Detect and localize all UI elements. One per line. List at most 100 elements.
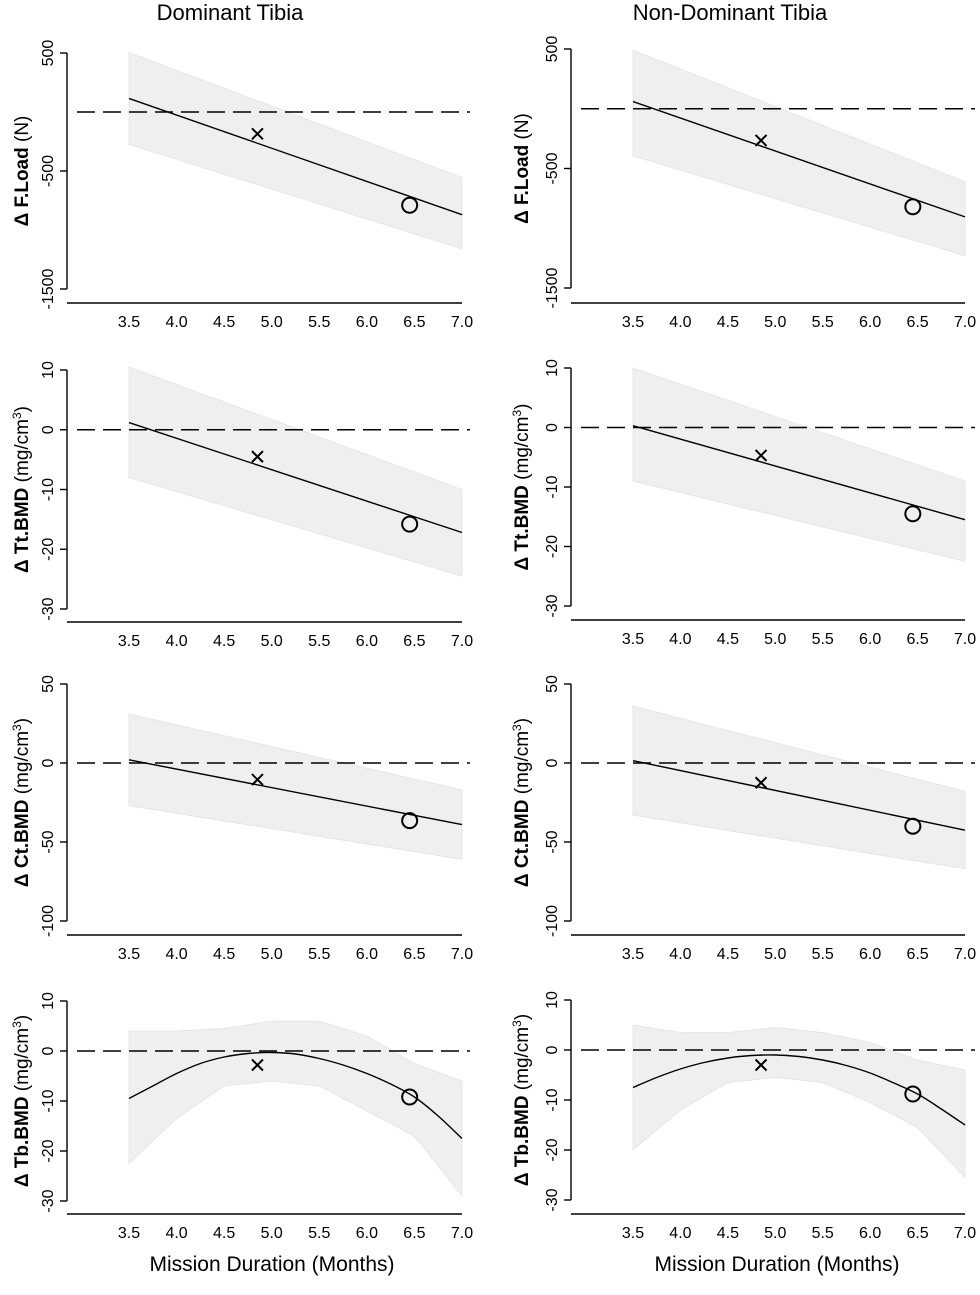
data-point-x (754, 134, 768, 147)
x-tick-label: 3.5 (118, 946, 140, 963)
y-axis-title-unit: (mg/cm (12, 731, 33, 800)
y-axis-title-close: ) (512, 718, 533, 724)
y-tick-label: -10 (40, 478, 57, 501)
confidence-band (632, 49, 966, 257)
data-point-circle (904, 505, 922, 523)
y-tick-label: -20 (40, 1139, 57, 1162)
y-axis-title-close: ) (512, 1014, 533, 1020)
x-tick-label: 3.5 (622, 314, 644, 331)
x-tick-label: 7.0 (954, 314, 976, 331)
x-tick-label: 4.5 (717, 946, 739, 963)
x-tick-label: 5.0 (764, 946, 786, 963)
x-tick-label: 7.0 (954, 631, 976, 648)
x-tick-label: 6.0 (859, 1225, 881, 1242)
panel-tt-bmd-non-dominant: 10 0 -10 -20 -30 3.5 4.0 4.5 5.0 5.5 6.0 6.5 7.0 Δ Tt… (510, 359, 976, 648)
y-axis-title-metric: Δ Tt.BMD (512, 485, 533, 570)
panel-f-load-non-dominant: 500 -500 -1500 3.5 4.0 4.5 5.0 5.5 6.0 6.5 7.0 Δ F.… (512, 36, 976, 331)
y-tick-label: 50 (544, 675, 561, 693)
panel-f-load-dominant: 500 -500 -1500 3.5 4.0 4.5 5.0 5.5 6.0 6.5 7.0 Δ F.… (12, 40, 473, 331)
y-tick-label: 10 (544, 991, 561, 1009)
x-tick-label: 4.0 (165, 633, 187, 650)
y-axis-title-unit: (mg/cm (12, 419, 33, 488)
data-point-x (754, 1058, 768, 1072)
panel-ct-bmd-non-dominant: 50 0 -50 -100 3.5 4.0 4.5 5.0 5.5 6.0 6.5 7.0 Δ Ct.B… (510, 675, 976, 963)
x-tick-label: 5.0 (261, 633, 283, 650)
y-axis-title-metric: Δ Ct.BMD (512, 800, 533, 888)
x-tick-label: 7.0 (954, 1225, 976, 1242)
y-tick-label: 0 (40, 425, 57, 434)
regression-line (632, 100, 966, 218)
panel-ct-bmd-dominant: 50 0 -50 -100 3.5 4.0 4.5 5.0 5.5 6.0 6.5 7.0 Δ Ct.B… (10, 675, 473, 963)
x-tick-label: 4.5 (213, 314, 235, 331)
x-tick-label: 7.0 (451, 946, 473, 963)
y-axis-title-close: ) (12, 718, 33, 724)
data-point-circle (904, 1085, 922, 1103)
confidence-band (632, 367, 966, 562)
x-tick-label: 5.5 (308, 1225, 330, 1242)
panel-tb-bmd-dominant: 10 0 -10 -20 -30 3.5 4.0 4.5 5.0 5.5 6.0 6.5 7.0 Δ Tb… (10, 992, 473, 1242)
x-tick-label: 5.0 (764, 1225, 786, 1242)
x-tick-label: 6.0 (859, 946, 881, 963)
x-tick-label: 3.5 (118, 633, 140, 650)
x-tick-label: 4.5 (717, 1225, 739, 1242)
y-axis-title-close: ) (512, 403, 533, 409)
y-axis-title-superscript: 3 (510, 409, 524, 416)
regression-line (128, 97, 463, 216)
data-point-circle (401, 515, 419, 533)
y-axis-title-metric: Δ Tb.BMD (12, 1096, 33, 1187)
y-tick-label: -10 (40, 1089, 57, 1112)
x-tick-label: 6.0 (356, 946, 378, 963)
y-tick-label: 10 (40, 361, 57, 379)
x-tick-label: 4.0 (669, 631, 691, 648)
data-point-circle (401, 1088, 419, 1106)
x-tick-label: 4.0 (165, 1225, 187, 1242)
x-tick-label: 6.5 (906, 946, 928, 963)
y-tick-label: 10 (40, 992, 57, 1010)
y-axis-title-unit: (N) (512, 113, 533, 145)
x-tick-label: 5.5 (812, 314, 834, 331)
y-tick-label: -10 (544, 1088, 561, 1111)
x-tick-label: 3.5 (118, 1225, 140, 1242)
x-tick-label: 6.0 (859, 631, 881, 648)
regression-line (128, 421, 463, 534)
y-axis-title: Δ F.Load (N) (512, 113, 533, 224)
y-axis-title-close: ) (12, 1015, 33, 1021)
x-tick-label: 6.5 (403, 946, 425, 963)
data-point-circle (401, 812, 419, 830)
y-tick-label: -500 (40, 155, 57, 187)
x-tick-label: 5.5 (308, 633, 330, 650)
y-axis-title-unit: (mg/cm (12, 1028, 33, 1097)
x-axis-label-left: Mission Duration (Months) (149, 1253, 395, 1276)
x-tick-label: 5.5 (812, 1225, 834, 1242)
x-tick-label: 7.0 (451, 314, 473, 331)
y-axis-title-unit: (N) (12, 116, 33, 148)
x-tick-label: 4.0 (669, 1225, 691, 1242)
y-axis-title: Δ Tt.BMD (mg/cm3) (510, 403, 533, 570)
y-axis-title-metric: Δ Tt.BMD (12, 488, 33, 573)
y-tick-label: -30 (40, 597, 57, 620)
data-point-x (251, 1058, 264, 1072)
confidence-band (128, 1020, 463, 1197)
y-axis-title: Δ Tt.BMD (mg/cm3) (10, 406, 33, 573)
y-tick-label: 0 (544, 423, 561, 432)
data-point-x (251, 450, 264, 463)
x-tick-label: 4.5 (213, 946, 235, 963)
confidence-band (128, 51, 463, 250)
x-axis-label-right: Mission Duration (Months) (654, 1253, 900, 1276)
y-tick-label: -1500 (40, 268, 57, 309)
data-point-x (251, 127, 264, 141)
y-tick-label: -20 (544, 1138, 561, 1161)
y-axis-title-superscript: 3 (510, 1020, 524, 1027)
confidence-band (632, 705, 966, 870)
confidence-band (128, 366, 463, 577)
y-tick-label: 0 (40, 1046, 57, 1055)
x-tick-label: 5.0 (261, 1225, 283, 1242)
x-tick-label: 5.5 (812, 631, 834, 648)
y-tick-label: -50 (40, 830, 57, 853)
y-tick-label: -50 (544, 830, 561, 853)
y-axis-title: Δ Ct.BMD (mg/cm3) (510, 718, 533, 887)
y-axis-title-superscript: 3 (10, 1021, 24, 1028)
x-tick-label: 6.0 (356, 633, 378, 650)
y-tick-label: -20 (40, 538, 57, 561)
y-tick-label: -100 (40, 905, 57, 937)
